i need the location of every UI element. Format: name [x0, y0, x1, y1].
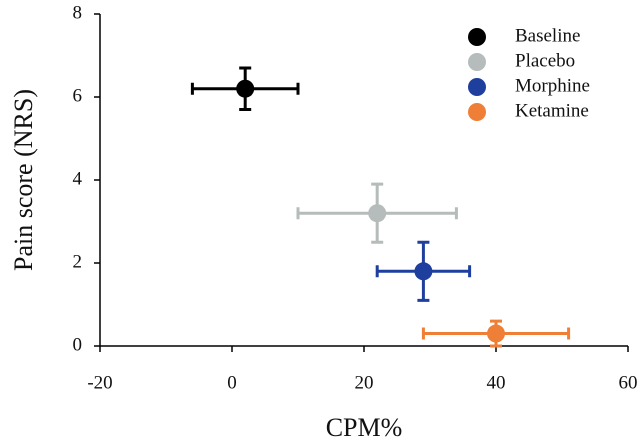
legend-label: Ketamine: [515, 100, 589, 121]
point: [368, 204, 387, 223]
x-tick-label: 40: [487, 372, 506, 393]
y-tick-label: 4: [73, 168, 83, 189]
point: [487, 324, 505, 343]
point: [236, 79, 255, 98]
x-tick-label: 60: [619, 372, 638, 393]
legend-label: Morphine: [515, 75, 590, 96]
legend-marker: [468, 78, 486, 96]
y-tick-label: 6: [73, 85, 83, 106]
point: [414, 262, 433, 281]
y-axis-title: Pain score (NRS): [9, 89, 38, 271]
legend-marker: [468, 53, 486, 71]
x-axis-title: CPM%: [326, 413, 403, 442]
x-tick-label: -20: [87, 372, 112, 393]
x-tick-label: 0: [227, 372, 237, 393]
legend-label: Baseline: [515, 25, 580, 46]
y-tick-label: 0: [73, 334, 83, 355]
legend-marker: [468, 103, 486, 121]
legend-marker: [468, 28, 486, 46]
y-tick-label: 8: [73, 2, 83, 23]
legend-label: Placebo: [515, 50, 575, 71]
y-tick-label: 2: [73, 251, 83, 272]
x-tick-label: 20: [355, 372, 374, 393]
